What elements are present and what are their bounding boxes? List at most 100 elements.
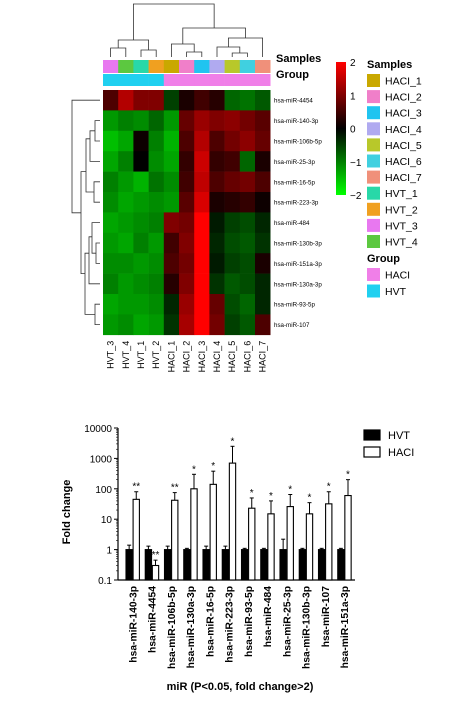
sample-annotation-cell (148, 60, 165, 73)
heatmap-cell (209, 171, 225, 193)
column-dendrogram-link (117, 39, 149, 50)
heatmap-cell (118, 192, 134, 213)
row-dendrogram-link (89, 130, 100, 162)
heatmap-cell (133, 130, 149, 152)
heatmap-cell (133, 253, 149, 274)
haci-bar (151, 564, 160, 581)
heatmap-cell (179, 171, 195, 193)
significance-marker: ** (152, 550, 160, 561)
heatmap-cell (179, 151, 195, 172)
heatmap-cell (209, 192, 225, 213)
group-legend-swatch (367, 284, 380, 298)
row-dendrogram (71, 99, 100, 325)
heatmap-cell (239, 294, 256, 315)
group-annotation-cell (179, 74, 195, 86)
heatmap-cell (194, 253, 210, 274)
heatmap-cell (118, 90, 134, 111)
significance-marker: * (231, 436, 235, 447)
hvt-bar (240, 549, 249, 581)
samples-legend-label: HACI_4 (385, 124, 422, 136)
heatmap-cell (148, 110, 165, 132)
heatmap-column-label: HVT_1 (136, 341, 146, 369)
sample-annotation-cell (133, 60, 149, 73)
heatmap-column-label: HACI_5 (227, 341, 237, 373)
haci-bar (190, 488, 198, 581)
samples-legend-swatch (367, 74, 380, 87)
heatmap-cell (209, 130, 225, 152)
row-dendrogram-link (95, 242, 100, 264)
samples-legend-swatch (367, 154, 380, 168)
significance-marker: * (288, 484, 292, 495)
heatmap-cell (194, 90, 210, 111)
color-scale-tick-label: 1 (350, 91, 356, 102)
significance-marker: * (192, 464, 196, 475)
group-legend-title: Group (367, 253, 400, 265)
samples-annotation-label: Samples (276, 53, 321, 65)
heatmap-row-label: hsa-miR-106b-5p (274, 139, 322, 146)
heatmap-cell (224, 294, 241, 315)
heatmap-column-label: HACI_2 (182, 341, 192, 373)
row-dendrogram-link (93, 181, 100, 203)
samples-legend-label: HACI_6 (385, 156, 422, 168)
heatmap-cell (148, 192, 165, 213)
heatmap-cell (133, 110, 149, 132)
samples-legend-swatch (367, 138, 380, 152)
heatmap-cell (163, 171, 180, 193)
sample-annotation-cell (239, 60, 256, 73)
heatmap-cell (255, 110, 271, 132)
heatmap-cell (209, 273, 225, 295)
heatmap-column-label: HACI_4 (212, 341, 222, 373)
heatmap-cell (118, 130, 134, 152)
hvt-bar (202, 549, 210, 581)
heatmap-cell (179, 232, 195, 254)
heatmap-cell (103, 314, 119, 336)
hvt-bar (260, 549, 268, 581)
heatmap-cell (194, 151, 210, 172)
bar-y-tick-label: 1000 (90, 454, 113, 465)
heatmap-row-label: hsa-miR-4454 (274, 98, 313, 105)
heatmap-cell (118, 212, 134, 234)
sample-annotation-cell (255, 60, 271, 73)
haci-bar (171, 499, 179, 581)
group-legend-label: HACI (385, 270, 410, 282)
heatmap-row-label: hsa-miR-93-5p (274, 302, 315, 309)
samples-legend-label: HACI_2 (385, 92, 422, 104)
color-scale-tick-label: −1 (350, 158, 362, 169)
group-annotation-cell (163, 74, 180, 86)
heatmap-cell (148, 314, 165, 336)
group-annotation-cell (209, 74, 225, 86)
samples-legend-label: HVT_1 (385, 188, 418, 200)
group-annotation-cell (194, 74, 210, 86)
bar-y-tick-label: 1 (106, 546, 112, 557)
heatmap-cell (255, 314, 271, 336)
bar-x-tick-label: hsa-miR-93-5p (244, 586, 255, 657)
heatmap-cell (209, 110, 225, 132)
heatmap-cell (163, 192, 180, 213)
bar-plot: ******* *** ***** (125, 436, 352, 581)
samples-legend-label: HACI_7 (385, 172, 422, 184)
heatmap-cell (194, 232, 210, 254)
heatmap-cell (255, 232, 271, 254)
heatmap-cell (103, 110, 119, 132)
samples-legend-swatch (367, 90, 380, 104)
hvt-bar (144, 549, 153, 581)
heatmap-cell (255, 253, 271, 274)
heatmap-cell (194, 294, 210, 315)
heatmap-row-label: hsa-miR-151a-3p (274, 261, 322, 268)
heatmap-cell (118, 232, 134, 254)
row-dendrogram-link (71, 99, 100, 214)
sample-annotation-cell (179, 60, 195, 73)
bar-y-tick-label: 100 (95, 485, 112, 496)
heatmap-cell (179, 90, 195, 111)
heatmap-row-label: hsa-miR-140-3p (274, 118, 319, 125)
heatmap-cell (239, 90, 256, 111)
heatmap-cell (163, 253, 180, 274)
bar-x-tick-label: hsa-miR-130a-3p (186, 586, 197, 668)
heatmap-cell (255, 90, 271, 111)
heatmap-cell (239, 171, 256, 193)
heatmap-column-label: HVT_2 (151, 341, 161, 369)
group-annotation-cell (148, 74, 165, 86)
heatmap-cell (148, 90, 165, 111)
heatmap-cell (194, 130, 210, 152)
heatmap-cell (133, 294, 149, 315)
